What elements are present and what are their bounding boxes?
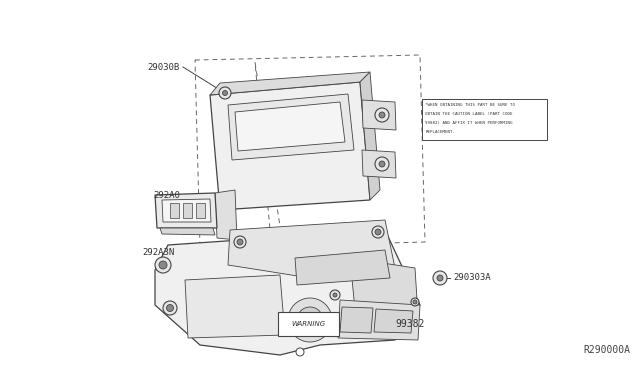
Polygon shape (215, 190, 237, 240)
Text: *WHEN OBTAINING THIS PART BE SURE TO: *WHEN OBTAINING THIS PART BE SURE TO (426, 103, 515, 107)
Polygon shape (362, 150, 396, 178)
Polygon shape (170, 203, 179, 218)
Circle shape (330, 290, 340, 300)
Circle shape (234, 236, 246, 248)
Polygon shape (235, 102, 345, 151)
Polygon shape (228, 94, 354, 160)
Circle shape (375, 229, 381, 235)
Polygon shape (162, 199, 211, 222)
Polygon shape (350, 258, 418, 315)
Polygon shape (210, 72, 370, 95)
Polygon shape (196, 203, 205, 218)
Circle shape (375, 108, 389, 122)
Bar (278, 312, 339, 336)
Polygon shape (183, 203, 192, 218)
Text: R290000A: R290000A (583, 345, 630, 355)
Bar (422, 99, 547, 140)
Circle shape (296, 348, 304, 356)
Circle shape (411, 298, 419, 306)
Polygon shape (210, 82, 370, 210)
Polygon shape (228, 220, 395, 278)
Circle shape (297, 307, 323, 333)
Circle shape (372, 226, 384, 238)
Circle shape (437, 275, 443, 281)
Circle shape (288, 298, 332, 342)
Polygon shape (185, 275, 285, 338)
Text: OBTAIN THE CAUTION LABEL (PART CODE: OBTAIN THE CAUTION LABEL (PART CODE (426, 112, 513, 116)
Circle shape (379, 161, 385, 167)
Polygon shape (338, 300, 420, 340)
Circle shape (333, 293, 337, 297)
Polygon shape (155, 193, 217, 228)
Circle shape (163, 301, 177, 315)
Text: 290303A: 290303A (453, 273, 491, 282)
Circle shape (237, 239, 243, 245)
Polygon shape (362, 100, 396, 130)
Circle shape (433, 271, 447, 285)
Circle shape (413, 300, 417, 304)
Text: 99382: 99382 (395, 319, 424, 329)
Text: REPLACEMENT.: REPLACEMENT. (426, 130, 456, 134)
Circle shape (379, 112, 385, 118)
Circle shape (304, 314, 316, 326)
Polygon shape (295, 250, 390, 285)
Circle shape (219, 87, 231, 99)
Circle shape (159, 261, 167, 269)
Text: 292A3N: 292A3N (143, 247, 175, 257)
Polygon shape (340, 307, 373, 333)
Text: 99082) AND AFFIX IT WHEN PERFORMING: 99082) AND AFFIX IT WHEN PERFORMING (426, 121, 513, 125)
Polygon shape (374, 309, 413, 333)
Circle shape (155, 257, 171, 273)
Circle shape (375, 157, 389, 171)
Polygon shape (360, 72, 380, 200)
Text: WARNING: WARNING (292, 321, 326, 327)
Polygon shape (155, 230, 420, 355)
Circle shape (223, 90, 227, 96)
Polygon shape (160, 228, 215, 235)
Text: 29030B: 29030B (148, 62, 180, 71)
Text: 292A0: 292A0 (153, 190, 180, 199)
Circle shape (166, 305, 173, 311)
